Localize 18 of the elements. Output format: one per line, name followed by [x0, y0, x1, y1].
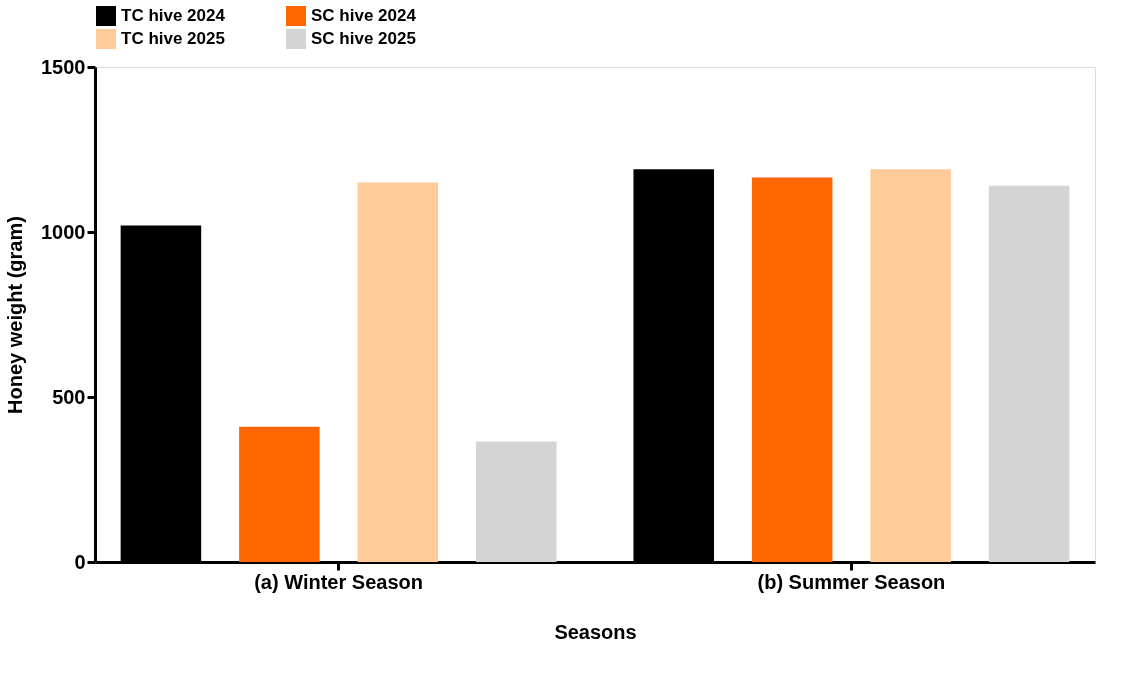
legend-label: TC hive 2025	[121, 29, 225, 48]
x-tick-label: (b) Summer Season	[757, 570, 946, 593]
bar	[475, 441, 557, 562]
y-tick-label: 0	[74, 550, 86, 573]
bar	[239, 426, 320, 562]
y-axis-title: Honey weight (gram)	[4, 216, 27, 414]
x-axis-title: Seasons	[554, 620, 637, 643]
bar	[751, 177, 833, 562]
legend-label: SC hive 2024	[311, 6, 417, 25]
bar	[357, 182, 439, 562]
legend-label: TC hive 2024	[121, 6, 226, 25]
bar	[988, 185, 1070, 562]
x-tick-label: (a) Winter Season	[254, 570, 423, 593]
bar	[870, 169, 951, 562]
legend-label: SC hive 2025	[311, 29, 416, 48]
y-tick-label: 500	[52, 385, 86, 408]
y-tick-label: 1000	[41, 220, 86, 243]
y-tick-label: 1500	[41, 55, 86, 78]
